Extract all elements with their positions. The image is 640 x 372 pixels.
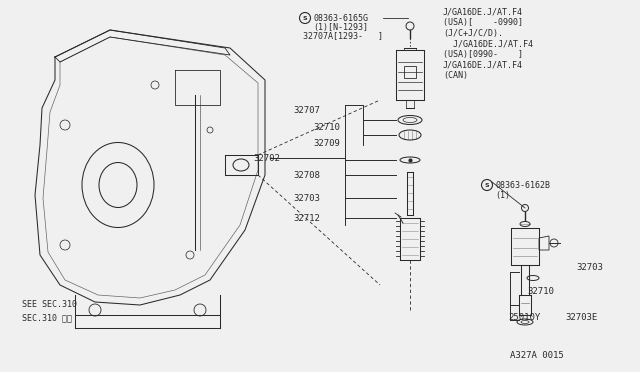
Text: SEE SEC.310
SEC.310 参照: SEE SEC.310 SEC.310 参照 <box>22 300 77 322</box>
Bar <box>404 66 416 78</box>
Text: S: S <box>484 183 490 187</box>
Text: J/GA16DE.J/AT.F4: J/GA16DE.J/AT.F4 <box>443 60 523 69</box>
Text: (J/C+J/C/D).: (J/C+J/C/D). <box>443 29 503 38</box>
Text: 32703E: 32703E <box>565 314 597 323</box>
Text: (USA)[    -0990]: (USA)[ -0990] <box>443 18 523 27</box>
Text: 32708: 32708 <box>293 170 320 180</box>
Text: S: S <box>303 16 307 20</box>
Text: A327A 0015: A327A 0015 <box>510 350 564 359</box>
Text: 32710: 32710 <box>527 288 554 296</box>
Text: 32707: 32707 <box>293 106 320 115</box>
Text: 32712: 32712 <box>293 214 320 222</box>
Text: (1)[N-1293]: (1)[N-1293] <box>313 22 368 32</box>
Text: 32703: 32703 <box>293 193 320 202</box>
Text: 25010Y: 25010Y <box>508 314 540 323</box>
Text: (USA)[0990-    ]: (USA)[0990- ] <box>443 49 523 58</box>
Text: 32703: 32703 <box>576 263 603 273</box>
Text: 32709: 32709 <box>313 138 340 148</box>
Text: 08363-6162B: 08363-6162B <box>495 180 550 189</box>
Text: (1): (1) <box>495 190 510 199</box>
Text: 32707A[1293-   ]: 32707A[1293- ] <box>303 32 383 41</box>
Text: 32710: 32710 <box>313 122 340 131</box>
Text: 32702: 32702 <box>253 154 280 163</box>
Text: J/GA16DE.J/AT.F4: J/GA16DE.J/AT.F4 <box>443 39 533 48</box>
Text: J/GA16DE.J/AT.F4: J/GA16DE.J/AT.F4 <box>443 7 523 16</box>
Text: 08363-6165G: 08363-6165G <box>313 13 368 22</box>
Text: (CAN): (CAN) <box>443 71 468 80</box>
